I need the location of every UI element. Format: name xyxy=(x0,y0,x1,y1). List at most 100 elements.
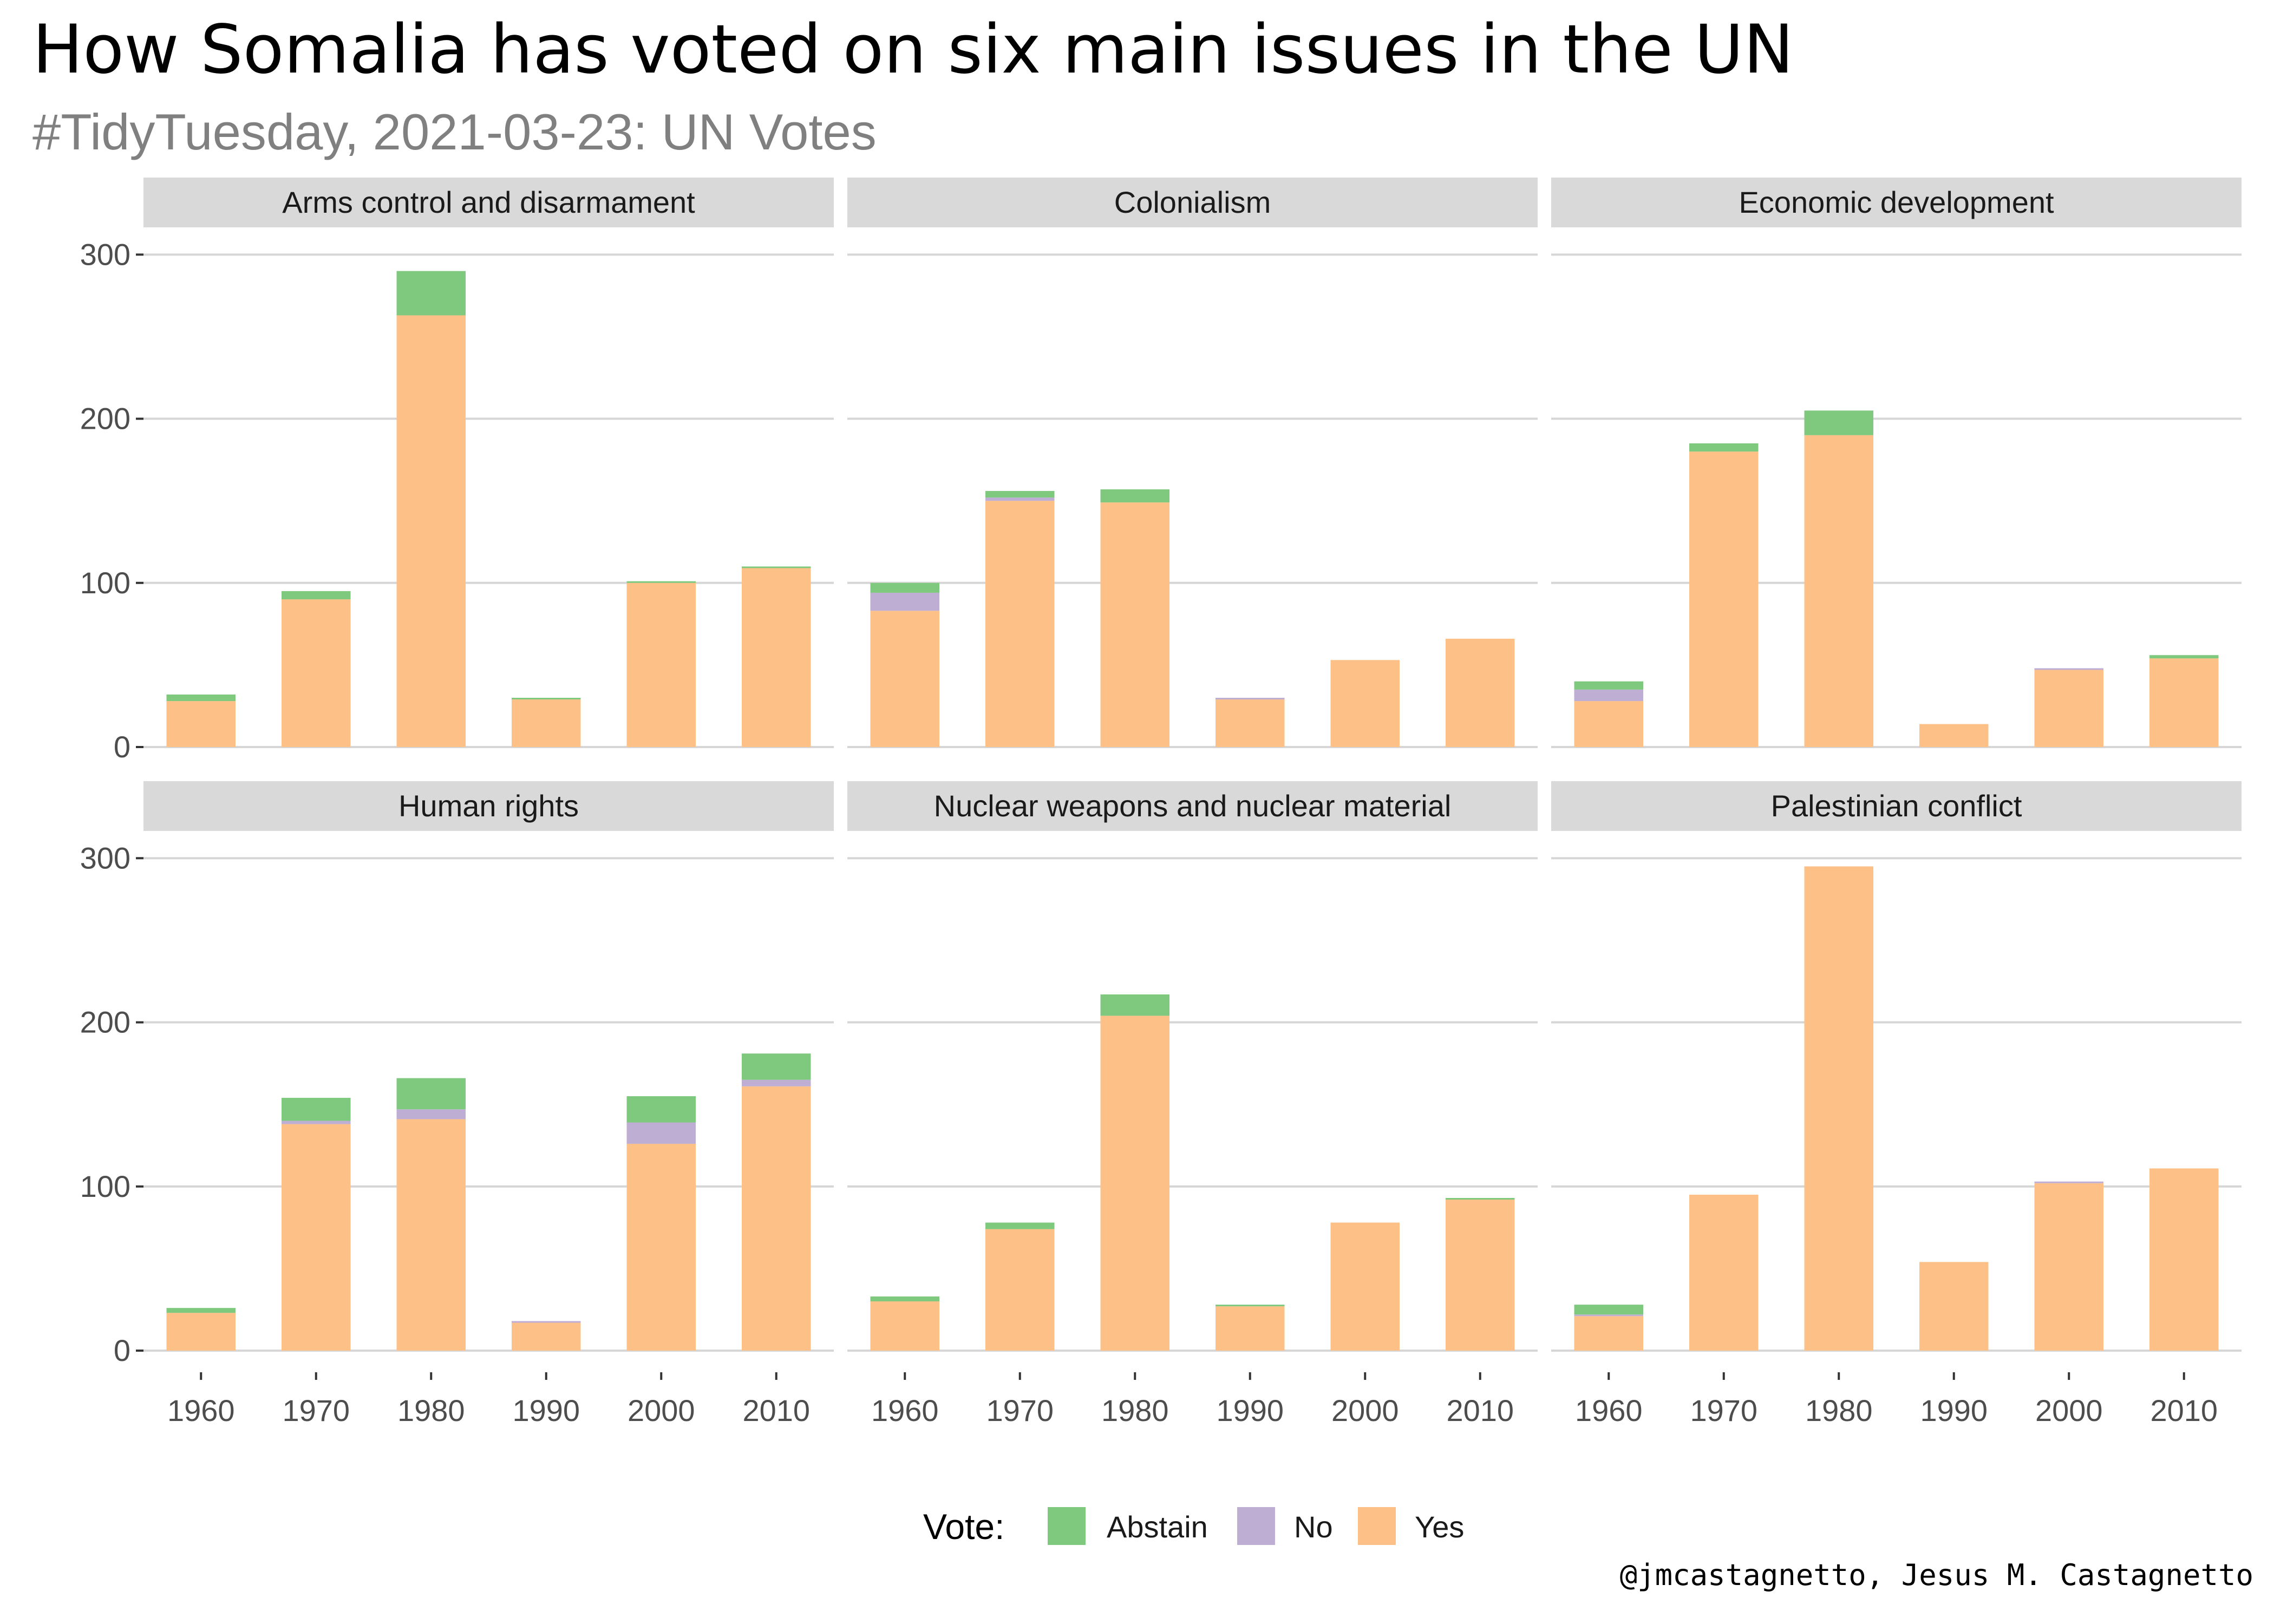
bar-yes-1990 xyxy=(512,699,581,747)
bar-yes-2010 xyxy=(742,568,811,747)
bar-yes-1990 xyxy=(1216,1306,1285,1351)
bar-no-1960 xyxy=(1574,689,1643,702)
facet-title: Palestinian conflict xyxy=(1771,789,2022,823)
bar-abstain-1980 xyxy=(1804,410,1873,435)
bar-abstain-1970 xyxy=(1689,443,1759,452)
bar-yes-1960 xyxy=(166,1313,236,1351)
facet-strip-economic-development xyxy=(1551,178,2242,227)
y-tick-label: 0 xyxy=(114,730,130,764)
bar-no-1990 xyxy=(1216,698,1285,700)
bar-no-1980 xyxy=(396,1109,466,1119)
legend-key-yes xyxy=(1358,1507,1396,1545)
bar-yes-1970 xyxy=(282,1124,351,1351)
bar-yes-2010 xyxy=(2149,1168,2219,1351)
x-tick-label: 2010 xyxy=(1446,1393,1514,1427)
bar-yes-1970 xyxy=(1689,1194,1759,1351)
bar-yes-1990 xyxy=(512,1322,581,1351)
x-tick-label: 1980 xyxy=(1805,1393,1873,1427)
bar-abstain-1990 xyxy=(512,698,581,700)
bar-yes-2000 xyxy=(626,582,696,747)
legend-key-no xyxy=(1237,1507,1275,1545)
bar-yes-2000 xyxy=(1330,660,1400,747)
facet-strip-colonialism xyxy=(847,178,1538,227)
legend-title: Vote: xyxy=(923,1507,1005,1547)
bar-yes-1970 xyxy=(1689,451,1759,747)
bar-no-1960 xyxy=(1574,1314,1643,1317)
bar-yes-1990 xyxy=(1216,699,1285,747)
bar-abstain-1980 xyxy=(1100,994,1169,1016)
legend-key-abstain xyxy=(1048,1507,1086,1545)
x-tick-label: 1970 xyxy=(1690,1393,1757,1427)
x-tick-label: 2010 xyxy=(742,1393,810,1427)
bar-abstain-1980 xyxy=(396,1078,466,1110)
facet-title: Human rights xyxy=(398,789,579,823)
bar-yes-1980 xyxy=(396,1119,466,1351)
bar-abstain-1980 xyxy=(396,271,466,316)
bar-abstain-2000 xyxy=(626,581,696,583)
facet-strip-nuclear-weapons-and-nuclear-material xyxy=(847,781,1538,831)
bar-abstain-1960 xyxy=(1574,681,1643,690)
bar-abstain-1960 xyxy=(870,582,939,593)
legend: Vote: Abstain No Yes xyxy=(0,1494,2274,1554)
facet-strip-palestinian-conflict xyxy=(1551,781,2242,831)
bar-yes-2010 xyxy=(742,1086,811,1351)
legend-label-abstain: Abstain xyxy=(1107,1510,1208,1544)
bar-abstain-1970 xyxy=(985,1222,1055,1229)
y-tick-label: 100 xyxy=(80,566,130,600)
bar-yes-2010 xyxy=(1446,1200,1515,1351)
x-tick-label: 1980 xyxy=(397,1393,465,1427)
bar-yes-1980 xyxy=(1100,1016,1169,1351)
y-tick-label: 300 xyxy=(80,841,130,875)
bar-no-1960 xyxy=(870,592,939,611)
facet-strip-arms-control-and-disarmament xyxy=(143,178,834,227)
bar-no-1990 xyxy=(512,1321,581,1323)
x-tick-label: 1990 xyxy=(1216,1393,1284,1427)
bar-yes-1960 xyxy=(1574,1316,1643,1351)
chart-subtitle: #TidyTuesday, 2021-03-23: UN Votes xyxy=(32,103,877,160)
bar-yes-2010 xyxy=(2149,658,2219,747)
bar-abstain-1980 xyxy=(1100,489,1169,503)
bar-abstain-2010 xyxy=(2149,655,2219,659)
x-tick-label: 2000 xyxy=(628,1393,695,1427)
bar-yes-2000 xyxy=(626,1143,696,1351)
bar-no-2000 xyxy=(2034,668,2103,670)
y-tick-label: 200 xyxy=(80,402,130,436)
x-tick-label: 1990 xyxy=(1920,1393,1988,1427)
x-tick-label: 1980 xyxy=(1101,1393,1169,1427)
bar-yes-1960 xyxy=(870,1301,939,1351)
x-tick-label: 2000 xyxy=(1331,1393,1399,1427)
bar-abstain-1970 xyxy=(282,1098,351,1121)
y-tick-label: 0 xyxy=(114,1333,130,1367)
y-tick-label: 100 xyxy=(80,1169,130,1203)
legend-label-no: No xyxy=(1294,1510,1333,1544)
bar-abstain-1960 xyxy=(166,1308,236,1313)
y-tick-label: 200 xyxy=(80,1005,130,1039)
bar-yes-1970 xyxy=(985,501,1055,747)
bar-abstain-1970 xyxy=(985,490,1055,498)
x-tick-label: 2000 xyxy=(2035,1393,2103,1427)
bar-no-1970 xyxy=(282,1121,351,1124)
bar-yes-1960 xyxy=(166,701,236,747)
x-tick-label: 1960 xyxy=(1575,1393,1643,1427)
bar-yes-2010 xyxy=(1446,638,1515,747)
bar-no-2000 xyxy=(626,1122,696,1144)
y-tick-label: 300 xyxy=(80,237,130,271)
bar-abstain-1970 xyxy=(282,591,351,600)
x-tick-label: 1990 xyxy=(512,1393,580,1427)
facet-title: Economic development xyxy=(1739,185,2054,219)
facet-title: Arms control and disarmament xyxy=(282,185,695,219)
bar-no-2010 xyxy=(742,1079,811,1086)
bar-yes-1980 xyxy=(396,315,466,747)
bar-no-1970 xyxy=(985,497,1055,501)
bar-yes-1960 xyxy=(870,611,939,747)
bar-yes-1970 xyxy=(985,1229,1055,1351)
bar-yes-2000 xyxy=(2034,1183,2103,1351)
x-tick-label: 1970 xyxy=(986,1393,1054,1427)
bar-abstain-1960 xyxy=(1574,1305,1643,1315)
bar-yes-2000 xyxy=(1330,1222,1400,1351)
x-tick-label: 1960 xyxy=(871,1393,939,1427)
legend-label-yes: Yes xyxy=(1415,1510,1465,1544)
facet-strip-human-rights xyxy=(143,781,834,831)
chart-title: How Somalia has voted on six main issues… xyxy=(32,11,1794,89)
bar-abstain-1960 xyxy=(166,694,236,702)
